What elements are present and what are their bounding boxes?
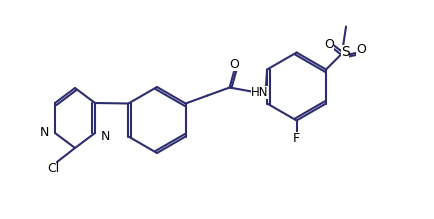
Text: O: O (355, 43, 365, 56)
Text: HN: HN (250, 86, 267, 99)
Text: N: N (39, 127, 49, 140)
Text: O: O (229, 58, 239, 71)
Text: S: S (340, 44, 349, 58)
Text: O: O (323, 38, 333, 51)
Text: Cl: Cl (47, 162, 59, 175)
Text: F: F (293, 132, 299, 145)
Text: N: N (101, 129, 110, 143)
